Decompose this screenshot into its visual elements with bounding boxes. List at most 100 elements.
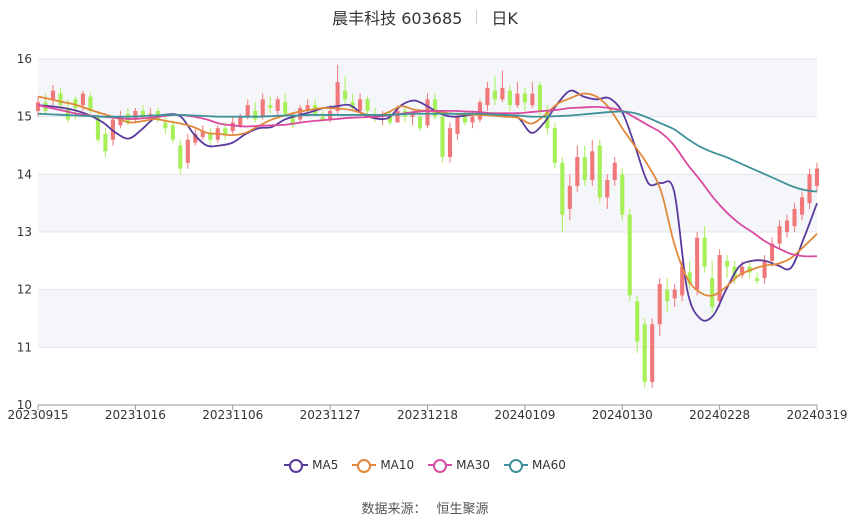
candle-body [725, 260, 730, 267]
header-divider [476, 10, 478, 24]
candle-body [65, 108, 71, 120]
candle-body [680, 266, 685, 296]
candle-body [133, 110, 138, 120]
candle-body [425, 99, 430, 126]
data-source: 数据来源： 恒生聚源 [0, 498, 850, 517]
candle-body [193, 133, 198, 143]
candle-body [477, 102, 482, 120]
ma-line-ma60 [37, 110, 818, 193]
legend-label-ma30: MA30 [456, 458, 491, 472]
legend-marker-ma30 [428, 458, 453, 473]
candle-body [230, 122, 235, 132]
candle-body [695, 237, 700, 290]
candle-body [455, 116, 460, 134]
plot-band [38, 174, 817, 232]
candle-body [283, 102, 288, 114]
legend-label-ma10: MA10 [380, 458, 415, 472]
candle-body [657, 283, 662, 325]
legend-label-ma5: MA5 [312, 458, 339, 472]
ma-lines-layer [37, 89, 818, 322]
plot-band [38, 289, 817, 348]
source-label: 数据来源： [361, 502, 427, 517]
x-axis: 20230915 20231016 20231106 20231127 20231218… [7, 404, 848, 422]
candle-body [365, 99, 370, 111]
candle-body [522, 93, 527, 103]
stock-title: 晨丰科技 603685 [332, 9, 463, 28]
x-tick-label: 20231127 [300, 408, 361, 422]
candle-body [515, 93, 520, 106]
candle-body [740, 266, 745, 276]
legend: MA5 MA10 MA30 MA60 [0, 458, 850, 473]
candle-body [492, 90, 497, 100]
candle-body [298, 108, 303, 120]
candle-body [582, 157, 587, 181]
candle-body [447, 128, 453, 158]
candle-body [814, 168, 820, 186]
candle-body [575, 157, 580, 186]
candle-body [777, 226, 782, 244]
candle-body [440, 116, 445, 158]
candle-body [275, 99, 280, 111]
candle-body [358, 99, 363, 111]
candle-body [103, 133, 108, 152]
legend-item-ma30[interactable]: MA30 [428, 458, 491, 473]
x-tick-label: 20240130 [592, 408, 653, 422]
candle-body [702, 237, 707, 267]
candle-body [762, 260, 767, 279]
legend-item-ma5[interactable]: MA5 [284, 458, 339, 473]
candle-body [590, 151, 595, 181]
candle-body [260, 99, 265, 117]
candle-body [268, 105, 273, 109]
y-tick-label: 15 [17, 110, 32, 124]
y-tick-label: 10 [17, 398, 32, 412]
candle-body [88, 96, 93, 111]
candle-body [530, 93, 535, 106]
candle-body [335, 82, 340, 111]
legend-item-ma60[interactable]: MA60 [504, 458, 566, 473]
candle-body [642, 324, 647, 382]
candle-body [552, 128, 557, 163]
candle-body [185, 139, 190, 163]
candle-body [755, 278, 760, 282]
x-tick-label: 20231016 [105, 408, 166, 422]
candle-body [410, 113, 415, 117]
candle-body [627, 214, 632, 296]
candle-body [784, 220, 790, 232]
candle-body [612, 162, 617, 181]
x-tick-label: 20240319 [786, 408, 847, 422]
candle-body [650, 324, 655, 382]
candle-body [500, 87, 505, 100]
candle-body [387, 113, 393, 123]
period-label: 日K [491, 9, 518, 28]
x-tick-label: 20230915 [7, 408, 68, 422]
y-tick-label: 16 [17, 52, 32, 66]
candle-body [320, 116, 325, 120]
plot-band [38, 347, 817, 405]
candle-body [470, 116, 475, 123]
candle-body [118, 116, 123, 126]
x-tick-label: 20231106 [202, 408, 263, 422]
candle-body [432, 99, 438, 117]
y-axis: 10 11 12 13 14 15 16 [17, 52, 32, 412]
legend-marker-ma5 [284, 458, 309, 473]
y-tick-label: 13 [17, 225, 32, 239]
legend-item-ma10[interactable]: MA10 [352, 458, 415, 473]
candle-body [635, 301, 640, 342]
candle-body [50, 90, 56, 100]
legend-marker-ma10 [352, 458, 377, 473]
candle-body [665, 289, 670, 302]
plot-band [38, 232, 817, 290]
candle-body [305, 105, 310, 111]
candle-body [170, 125, 175, 140]
candle-body [485, 87, 490, 106]
candle-body [462, 116, 468, 123]
candle-body [687, 272, 692, 284]
candle-body [223, 128, 228, 134]
candle-body [417, 116, 423, 129]
legend-label-ma60: MA60 [532, 458, 566, 472]
candle-body [73, 99, 78, 109]
candle-body [710, 278, 715, 307]
candle-body [58, 93, 63, 106]
candle-body [537, 84, 542, 111]
